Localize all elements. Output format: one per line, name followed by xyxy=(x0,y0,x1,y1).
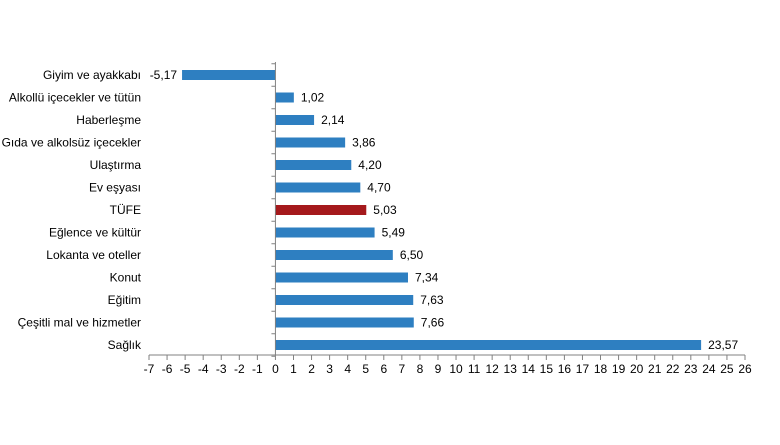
bar-2 xyxy=(275,115,315,125)
bar-7 xyxy=(275,227,375,238)
bar-3 xyxy=(275,137,346,148)
x-tick-label-2: -5 xyxy=(180,362,191,376)
x-tick-label-7: 0 xyxy=(272,362,279,376)
category-label-3: Gıda ve alkolsüz içecekler xyxy=(2,136,141,150)
value-label-0: -5,17 xyxy=(150,68,178,82)
x-tick-label-26: 19 xyxy=(612,362,626,376)
value-label-9: 7,34 xyxy=(415,271,439,285)
x-tick-label-9: 2 xyxy=(308,362,315,376)
bar-6 xyxy=(275,205,367,215)
x-tick-label-5: -2 xyxy=(234,362,245,376)
x-tick-label-11: 4 xyxy=(344,362,351,376)
value-label-3: 3,86 xyxy=(352,136,376,150)
bar-12 xyxy=(275,340,702,350)
value-label-8: 6,50 xyxy=(400,248,424,262)
category-label-11: Çeşitli mal ve hizmetler xyxy=(18,316,141,330)
x-tick-label-4: -3 xyxy=(216,362,227,376)
x-tick-label-20: 13 xyxy=(504,362,518,376)
x-tick-label-8: 1 xyxy=(290,362,297,376)
bar-5 xyxy=(275,182,361,193)
value-label-5: 4,70 xyxy=(367,181,391,195)
category-label-5: Ev eşyası xyxy=(89,181,141,195)
x-tick-label-32: 25 xyxy=(720,362,734,376)
value-label-12: 23,57 xyxy=(708,338,738,352)
category-label-6: TÜFE xyxy=(110,203,141,217)
category-label-7: Eğlence ve kültür xyxy=(49,226,141,240)
x-tick-label-18: 11 xyxy=(468,362,481,376)
x-tick-label-14: 7 xyxy=(399,362,406,376)
x-tick-label-19: 12 xyxy=(485,362,499,376)
x-tick-label-30: 23 xyxy=(684,362,698,376)
value-label-11: 7,66 xyxy=(421,316,445,330)
x-tick-label-10: 3 xyxy=(326,362,333,376)
x-tick-label-0: -7 xyxy=(144,362,155,376)
x-tick-label-21: 14 xyxy=(522,362,536,376)
x-tick-label-6: -1 xyxy=(252,362,263,376)
x-tick-label-28: 21 xyxy=(648,362,662,376)
value-label-2: 2,14 xyxy=(321,113,345,127)
category-label-12: Sağlık xyxy=(108,338,142,352)
x-tick-label-29: 22 xyxy=(666,362,680,376)
value-label-4: 4,20 xyxy=(358,158,382,172)
x-tick-label-22: 15 xyxy=(540,362,554,376)
bar-8 xyxy=(275,250,393,260)
x-tick-label-13: 6 xyxy=(380,362,387,376)
x-tick-label-24: 17 xyxy=(576,362,590,376)
x-tick-label-15: 8 xyxy=(417,362,424,376)
bar-1 xyxy=(275,92,294,103)
x-tick-label-12: 5 xyxy=(362,362,369,376)
category-label-1: Alkollü içecekler ve tütün xyxy=(9,91,141,105)
category-label-10: Eğitim xyxy=(108,293,141,307)
x-tick-label-17: 10 xyxy=(449,362,463,376)
category-label-9: Konut xyxy=(110,271,142,285)
category-label-0: Giyim ve ayakkabı xyxy=(43,68,141,82)
category-label-2: Haberleşme xyxy=(76,113,141,127)
x-tick-label-31: 24 xyxy=(702,362,716,376)
x-tick-label-27: 20 xyxy=(630,362,644,376)
value-label-7: 5,49 xyxy=(382,226,406,240)
value-label-1: 1,02 xyxy=(301,91,325,105)
bar-0 xyxy=(182,70,276,80)
category-label-4: Ulaştırma xyxy=(90,158,142,172)
x-tick-label-23: 16 xyxy=(558,362,572,376)
bar-9 xyxy=(275,272,408,283)
x-tick-label-1: -6 xyxy=(162,362,173,376)
bar-11 xyxy=(275,317,414,328)
x-tick-label-25: 18 xyxy=(594,362,608,376)
category-label-8: Lokanta ve oteller xyxy=(46,248,141,262)
bar-4 xyxy=(275,160,352,170)
bar-10 xyxy=(275,295,414,305)
x-tick-label-33: 26 xyxy=(738,362,752,376)
value-label-10: 7,63 xyxy=(420,293,444,307)
x-tick-label-16: 9 xyxy=(435,362,442,376)
x-tick-label-3: -4 xyxy=(198,362,209,376)
value-label-6: 5,03 xyxy=(373,203,397,217)
